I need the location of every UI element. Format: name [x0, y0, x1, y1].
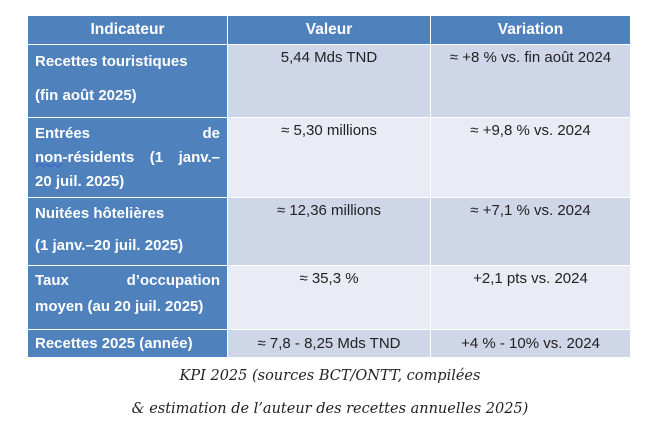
variation-cell: ≈ +9,8 % vs. 2024 — [430, 117, 631, 198]
value-cell: ≈ 7,8 - 8,25 Mds TND — [227, 329, 431, 358]
indicator-line: moyen (au 20 juil. 2025) — [35, 298, 204, 315]
header-row: Indicateur Valeur Variation — [27, 15, 631, 45]
spellcheck-underline: non — [35, 149, 63, 166]
indicator-line: (1 janv.–20 juil. 2025) — [35, 237, 184, 254]
header-indicateur: Indicateur — [27, 15, 228, 45]
variation-cell: +4 % - 10% vs. 2024 — [430, 329, 631, 358]
kpi-table: Indicateur Valeur Variation Recettes tou… — [27, 15, 631, 358]
table-row: Recettes touristiques (fin août 2025) 5,… — [27, 44, 631, 118]
indicator-line: Entrées de — [35, 125, 220, 142]
table-row: Nuitées hôtelières (1 janv.–20 juil. 202… — [27, 197, 631, 266]
variation-cell: ≈ +7,1 % vs. 2024 — [430, 197, 631, 266]
table-row: Taux d’occupation moyen (au 20 juil. 202… — [27, 265, 631, 330]
value-cell: ≈ 12,36 millions — [227, 197, 431, 266]
table-row: Entrées de non-résidents (1 janv.– 20 ju… — [27, 117, 631, 198]
indicator-line: 20 juil. 2025) — [35, 173, 125, 190]
indicator-line: Nuitées hôtelières — [35, 205, 165, 222]
indicator-cell: Taux d’occupation moyen (au 20 juil. 202… — [27, 265, 228, 330]
caption-line: KPI 2025 (sources BCT/ONTT, compilées — [179, 368, 481, 384]
value-cell: ≈ 35,3 % — [227, 265, 431, 330]
variation-cell: +2,1 pts vs. 2024 — [430, 265, 631, 330]
indicator-line: (fin août 2025) — [35, 87, 137, 104]
header-valeur: Valeur — [227, 15, 431, 45]
indicator-line: Taux d’occupation — [35, 272, 220, 289]
value-cell: ≈ 5,30 millions — [227, 117, 431, 198]
indicator-line: non-résidents (1 janv.– — [35, 149, 220, 166]
indicator-cell: Nuitées hôtelières (1 janv.–20 juil. 202… — [27, 197, 228, 266]
variation-cell: ≈ +8 % vs. fin août 2024 — [430, 44, 631, 118]
indicator-cell: Recettes 2025 (année) — [27, 329, 228, 358]
header-variation: Variation — [430, 15, 631, 45]
caption-line: & estimation de l’auteur des recettes an… — [131, 401, 529, 417]
indicator-cell: Recettes touristiques (fin août 2025) — [27, 44, 228, 118]
table-row: Recettes 2025 (année) ≈ 7,8 - 8,25 Mds T… — [27, 329, 631, 358]
indicator-line: Recettes touristiques — [35, 53, 188, 70]
indicator-line: Recettes 2025 (année) — [35, 335, 193, 352]
indicator-cell: Entrées de non-résidents (1 janv.– 20 ju… — [27, 117, 228, 198]
value-cell: 5,44 Mds TND — [227, 44, 431, 118]
